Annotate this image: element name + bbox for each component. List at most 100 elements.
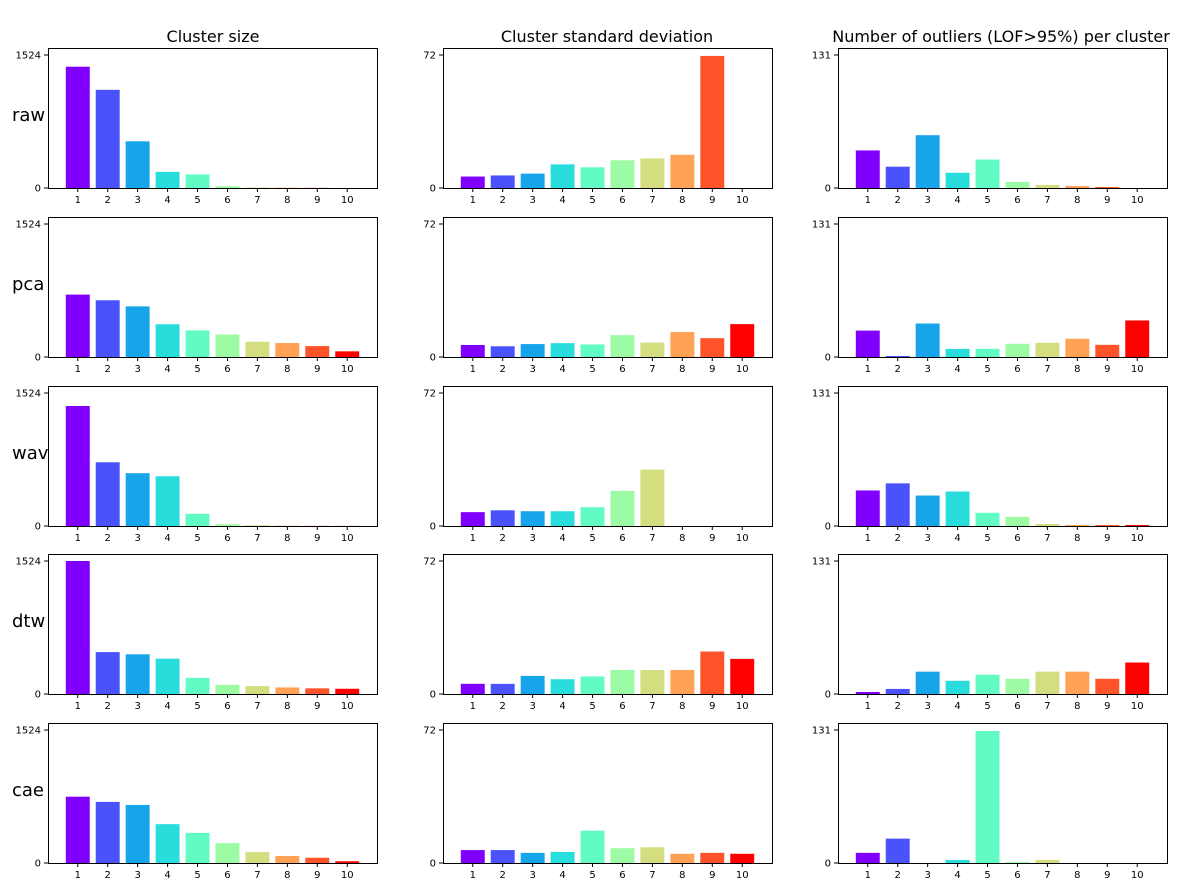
row-label-cae: cae xyxy=(12,780,44,801)
y-tick-label: 131 xyxy=(812,726,831,737)
y-tick-label: 131 xyxy=(812,557,831,568)
x-tick-label: 2 xyxy=(500,701,506,712)
x-tick-label: 5 xyxy=(194,701,200,712)
bar-wav-2-3 xyxy=(520,511,545,526)
x-tick-label: 8 xyxy=(284,533,290,544)
x-tick-label: 4 xyxy=(164,701,170,712)
axes-frame xyxy=(838,48,1168,189)
bar-wav-1-5 xyxy=(185,513,210,526)
bar-pca-2-9 xyxy=(700,338,725,357)
bar-dtw-1-2 xyxy=(95,652,120,694)
bar-wav-1-7 xyxy=(245,525,270,526)
x-tick-label: 8 xyxy=(679,533,685,544)
x-tick-label: 10 xyxy=(341,195,354,206)
x-tick-label: 9 xyxy=(709,870,715,881)
bar-pca-3-2 xyxy=(885,355,910,357)
bar-pca-2-4 xyxy=(550,343,575,357)
y-tick-label: 0 xyxy=(35,522,41,533)
x-tick-label: 6 xyxy=(224,533,230,544)
bar-dtw-3-7 xyxy=(1035,671,1060,694)
axes-frame xyxy=(838,723,1168,864)
bar-wav-3-9 xyxy=(1095,524,1120,526)
x-tick-label: 1 xyxy=(75,701,81,712)
bar-cae-3-6 xyxy=(1005,861,1030,863)
row-label-pca: pca xyxy=(12,274,44,295)
bar-pca-3-8 xyxy=(1065,338,1090,357)
subplot-raw-2: 1 2 3 4 5 6 7 8 9 10 0 72 xyxy=(423,48,773,206)
x-tick-label: 10 xyxy=(1131,870,1144,881)
bar-cae-1-8 xyxy=(275,856,300,863)
bar-wav-2-7 xyxy=(640,469,665,526)
axes-frame xyxy=(48,48,378,189)
x-tick-label: 7 xyxy=(649,533,655,544)
bar-cae-3-7 xyxy=(1035,859,1060,863)
bar-dtw-1-6 xyxy=(215,684,240,694)
y-tick-label: 0 xyxy=(825,690,831,701)
subplot-cae-3: 1 2 3 4 5 6 7 8 9 10 0 131 xyxy=(812,723,1168,881)
x-tick-label: 3 xyxy=(134,195,140,206)
bar-pca-2-10 xyxy=(730,324,755,357)
x-tick-label: 4 xyxy=(164,870,170,881)
x-tick-label: 3 xyxy=(529,195,535,206)
bar-raw-2-6 xyxy=(610,160,635,188)
bar-pca-3-3 xyxy=(915,323,940,357)
bar-wav-2-4 xyxy=(550,511,575,526)
x-tick-label: 5 xyxy=(984,364,990,375)
x-tick-label: 1 xyxy=(865,701,871,712)
x-tick-label: 10 xyxy=(1131,364,1144,375)
x-tick-label: 6 xyxy=(224,701,230,712)
bar-wav-1-4 xyxy=(155,476,180,526)
y-tick-label: 72 xyxy=(423,220,436,231)
x-tick-label: 9 xyxy=(314,195,320,206)
x-tick-label: 4 xyxy=(164,195,170,206)
y-tick-label: 131 xyxy=(812,51,831,62)
y-tick-label: 72 xyxy=(423,726,436,737)
bar-cae-1-1 xyxy=(65,796,90,863)
x-tick-label: 6 xyxy=(1014,195,1020,206)
x-tick-label: 6 xyxy=(619,701,625,712)
x-tick-label: 5 xyxy=(984,533,990,544)
bar-cae-1-10 xyxy=(335,861,360,863)
x-tick-label: 3 xyxy=(529,364,535,375)
x-tick-label: 8 xyxy=(284,870,290,881)
bar-dtw-2-4 xyxy=(550,679,575,694)
bar-raw-1-2 xyxy=(95,89,120,188)
bar-pca-1-1 xyxy=(65,294,90,357)
x-tick-label: 5 xyxy=(194,533,200,544)
bar-cae-2-2 xyxy=(490,850,515,863)
bar-dtw-2-2 xyxy=(490,683,515,694)
x-tick-label: 1 xyxy=(865,364,871,375)
x-tick-label: 2 xyxy=(105,870,111,881)
x-tick-label: 4 xyxy=(164,533,170,544)
x-tick-label: 7 xyxy=(649,364,655,375)
bar-cae-2-8 xyxy=(670,853,695,863)
bar-pca-1-8 xyxy=(275,343,300,357)
x-tick-label: 2 xyxy=(500,195,506,206)
x-tick-label: 8 xyxy=(679,870,685,881)
x-tick-label: 10 xyxy=(736,870,749,881)
x-tick-label: 1 xyxy=(75,870,81,881)
bar-wav-2-2 xyxy=(490,510,515,526)
bar-pca-1-10 xyxy=(335,351,360,357)
x-tick-label: 2 xyxy=(500,533,506,544)
x-tick-label: 9 xyxy=(709,533,715,544)
bar-raw-1-1 xyxy=(65,66,90,188)
x-tick-label: 10 xyxy=(736,195,749,206)
bar-cae-2-6 xyxy=(610,848,635,863)
axes-frame xyxy=(443,217,773,358)
x-tick-label: 5 xyxy=(194,195,200,206)
x-tick-label: 6 xyxy=(1014,364,1020,375)
bar-pca-1-5 xyxy=(185,330,210,357)
x-tick-label: 6 xyxy=(619,533,625,544)
x-tick-label: 1 xyxy=(865,195,871,206)
bar-raw-3-6 xyxy=(1005,181,1030,188)
x-tick-label: 9 xyxy=(1104,870,1110,881)
x-tick-label: 3 xyxy=(924,870,930,881)
x-tick-label: 7 xyxy=(1044,364,1050,375)
subplot-dtw-1: 1 2 3 4 5 6 7 8 9 10 0 1524 xyxy=(16,554,378,712)
bar-wav-2-6 xyxy=(610,490,635,526)
x-tick-label: 8 xyxy=(679,195,685,206)
x-tick-label: 10 xyxy=(341,364,354,375)
axes-frame xyxy=(443,554,773,695)
axes-frame xyxy=(48,386,378,527)
